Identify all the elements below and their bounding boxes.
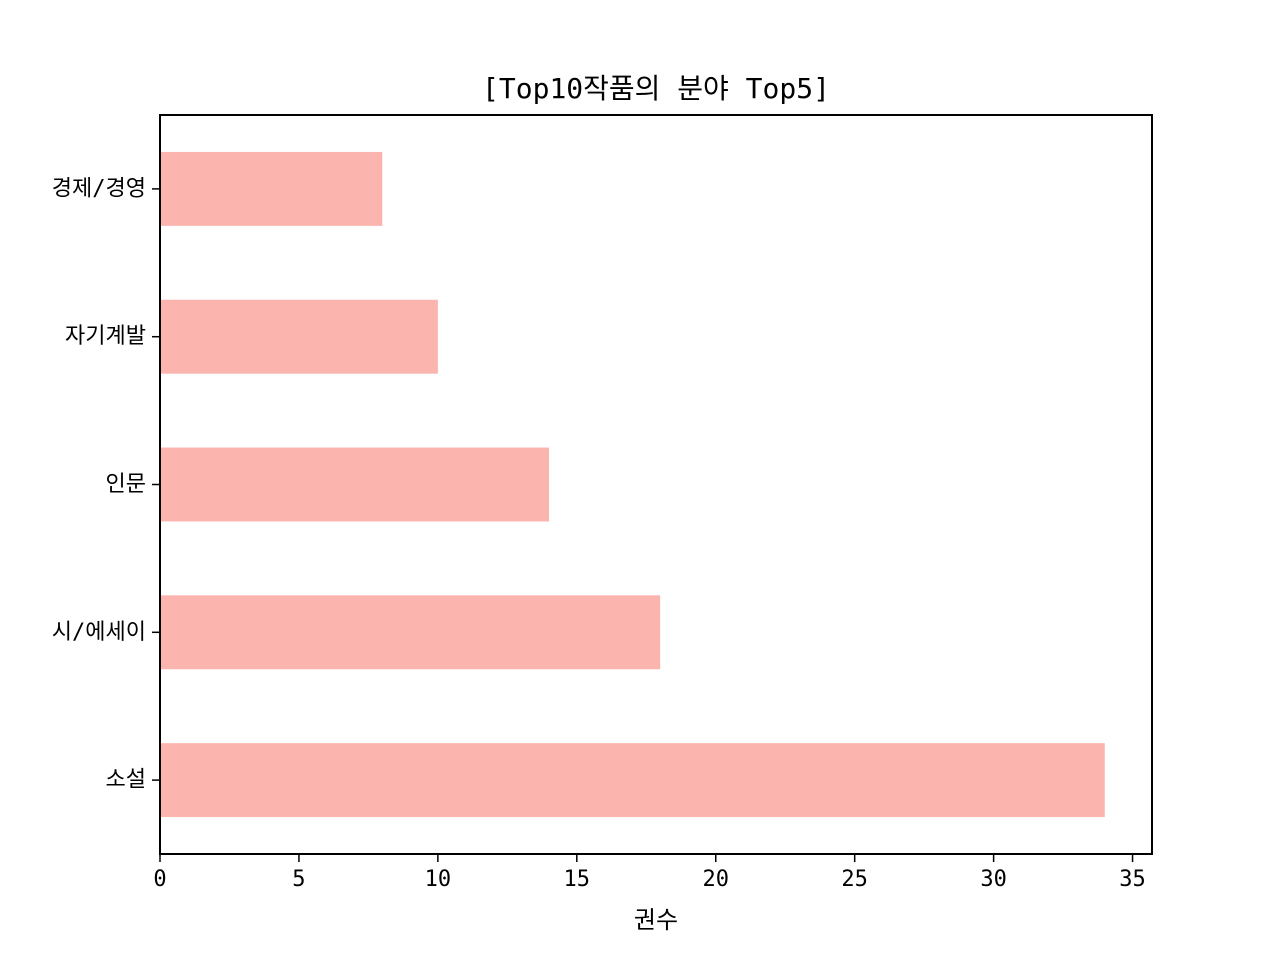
x-tick-label: 25	[841, 867, 868, 892]
y-tick-label: 시/에세이	[52, 620, 146, 645]
bars	[160, 151, 1105, 818]
bar	[160, 151, 383, 226]
y-tick-label: 자기계발	[65, 324, 146, 349]
bar	[160, 743, 1105, 818]
x-tick-label: 20	[702, 867, 729, 892]
x-axis-ticks: 0 5 10 15 20 25 30 35	[153, 854, 1146, 892]
x-tick-label: 10	[425, 867, 452, 892]
y-tick-label: 인문	[106, 472, 146, 497]
bar	[160, 595, 661, 670]
y-tick-label: 소설	[106, 768, 146, 793]
x-tick-label: 30	[980, 867, 1007, 892]
y-axis-ticks: 소설 시/에세이 인문 자기계발 경제/경영	[52, 176, 160, 793]
x-axis-label: 권수	[634, 906, 678, 934]
x-tick-label: 5	[292, 867, 305, 892]
x-tick-label: 15	[564, 867, 591, 892]
x-tick-label: 35	[1119, 867, 1146, 892]
bar	[160, 447, 550, 522]
chart-title: [Top10작품의 분야 Top5]	[482, 72, 830, 105]
x-tick-label: 0	[153, 867, 166, 892]
y-tick-label: 경제/경영	[52, 176, 146, 201]
bar	[160, 299, 438, 374]
plot-frame	[159, 114, 1153, 855]
